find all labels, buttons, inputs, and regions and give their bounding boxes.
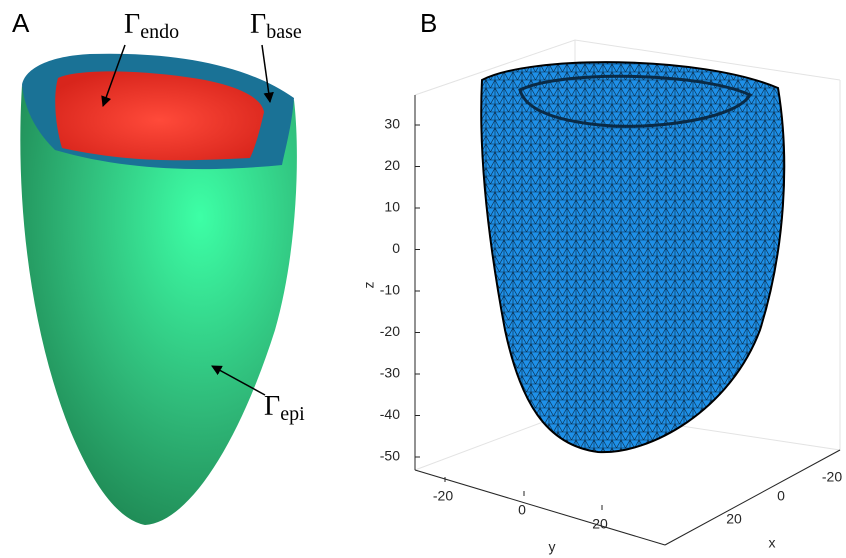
- arrow: [211, 365, 266, 396]
- z-tick-label: -20: [380, 323, 400, 339]
- z-tick-label: 30: [384, 116, 400, 132]
- y-tick-label: -20: [433, 488, 453, 504]
- annotation: Γbase: [250, 9, 302, 43]
- subscript: epi: [280, 403, 305, 425]
- z-tick-label: -50: [380, 448, 400, 464]
- y-tick-label: 20: [592, 516, 608, 532]
- x-tick-label: -20: [822, 469, 842, 485]
- y-tick-label: 0: [518, 502, 526, 518]
- panel-label: A: [12, 8, 30, 38]
- panel-a: [20, 44, 297, 525]
- symbol: Γ: [250, 9, 266, 40]
- x-axis-label: x: [769, 535, 776, 551]
- z-tick-label: -40: [380, 406, 400, 422]
- z-tick-label: 10: [384, 199, 400, 215]
- z-axis-label: z: [361, 282, 377, 289]
- z-tick-label: 0: [392, 240, 400, 256]
- z-tick-label: 20: [384, 157, 400, 173]
- arrow: [101, 44, 126, 107]
- subscript: endo: [140, 21, 179, 43]
- x-tick-label: 0: [777, 488, 785, 504]
- epicardium: [20, 85, 297, 525]
- z-tick-label: -10: [380, 282, 400, 298]
- mesh-rim: [518, 74, 753, 128]
- x-axis: [664, 449, 841, 546]
- symbol: Γ: [124, 9, 140, 40]
- annotation: Γendo: [124, 9, 179, 43]
- annotation: Γepi: [264, 391, 305, 425]
- y-axis-label: y: [549, 539, 556, 555]
- x-tick-label: 20: [726, 511, 742, 527]
- subscript: base: [266, 21, 302, 43]
- symbol: Γ: [264, 391, 280, 422]
- y-axis: [414, 469, 666, 546]
- panel-label: B: [420, 8, 437, 38]
- z-tick-label: -30: [380, 365, 400, 381]
- arrow: [261, 44, 274, 104]
- mesh-surface: [480, 61, 786, 454]
